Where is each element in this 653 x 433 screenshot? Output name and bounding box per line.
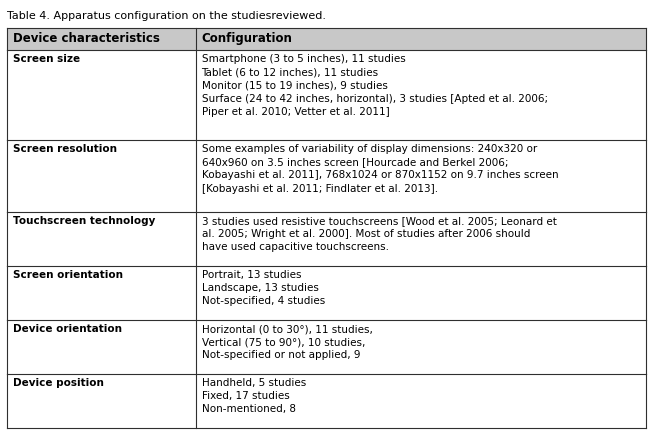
Bar: [7, 140, 646, 212]
Text: Configuration: Configuration: [202, 32, 293, 45]
Text: Screen size: Screen size: [13, 54, 80, 64]
Text: Touchscreen technology: Touchscreen technology: [13, 216, 155, 226]
Text: Screen resolution: Screen resolution: [13, 144, 117, 154]
Text: Screen orientation: Screen orientation: [13, 270, 123, 280]
Text: Table 4. Apparatus configuration on the studiesreviewed.: Table 4. Apparatus configuration on the …: [7, 11, 326, 21]
Bar: [7, 266, 646, 320]
Bar: [7, 374, 646, 428]
Text: Device characteristics: Device characteristics: [13, 32, 160, 45]
Text: Horizontal (0 to 30°), 11 studies,
Vertical (75 to 90°), 10 studies,
Not-specifi: Horizontal (0 to 30°), 11 studies, Verti…: [202, 324, 372, 360]
Bar: [7, 28, 195, 50]
Text: Some examples of variability of display dimensions: 240x320 or
640x960 on 3.5 in: Some examples of variability of display …: [202, 144, 558, 194]
Bar: [7, 50, 646, 140]
Text: Device orientation: Device orientation: [13, 324, 122, 334]
Bar: [7, 320, 646, 374]
Bar: [7, 212, 646, 266]
Text: Smartphone (3 to 5 inches), 11 studies
Tablet (6 to 12 inches), 11 studies
Monit: Smartphone (3 to 5 inches), 11 studies T…: [202, 54, 548, 117]
Text: 3 studies used resistive touchscreens [Wood et al. 2005; Leonard et
al. 2005; Wr: 3 studies used resistive touchscreens [W…: [202, 216, 556, 252]
Text: Portrait, 13 studies
Landscape, 13 studies
Not-specified, 4 studies: Portrait, 13 studies Landscape, 13 studi…: [202, 270, 325, 307]
Text: Device position: Device position: [13, 378, 104, 388]
Text: Handheld, 5 studies
Fixed, 17 studies
Non-mentioned, 8: Handheld, 5 studies Fixed, 17 studies No…: [202, 378, 306, 414]
Bar: [195, 28, 646, 50]
